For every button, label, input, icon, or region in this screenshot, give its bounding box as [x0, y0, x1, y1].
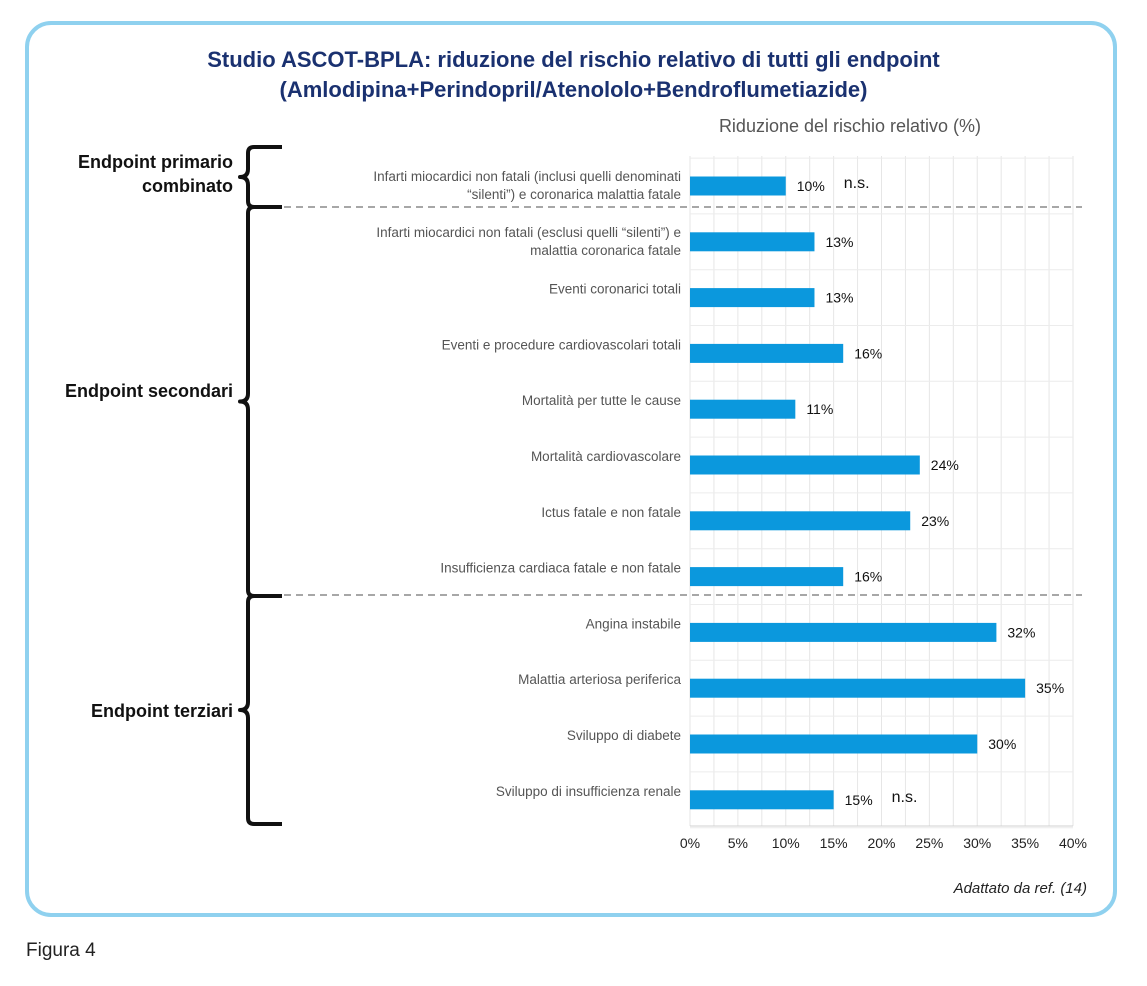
ns-annotation: n.s.: [892, 789, 918, 806]
x-tick-label: 5%: [728, 835, 748, 851]
bar: [690, 232, 815, 252]
x-tick-label: 20%: [867, 835, 895, 851]
brace-tertiary: [238, 594, 282, 826]
data-label: 30%: [988, 736, 1016, 752]
bar: [690, 734, 978, 754]
brace-secondary: [238, 205, 282, 598]
data-label: 13%: [825, 290, 853, 306]
x-tick-label: 30%: [963, 835, 991, 851]
gridlines: [689, 156, 1074, 829]
x-axis-title: Riduzione del rischio relativo (%): [718, 116, 982, 136]
data-label: 35%: [1036, 680, 1064, 696]
bar: [690, 455, 920, 475]
category-label: Infarti miocardici non fatali (esclusi q…: [376, 225, 681, 240]
data-label: 15%: [845, 792, 873, 808]
category-label: Eventi coronarici totali: [549, 282, 681, 297]
data-label: 10%: [797, 178, 825, 194]
group-label-primary-line1: Endpoint primario: [78, 152, 233, 172]
category-label: Sviluppo di diabete: [567, 728, 681, 743]
category-label: Ictus fatale e non fatale: [541, 505, 681, 520]
bar: [690, 511, 911, 531]
bar: [690, 343, 844, 363]
bar: [690, 176, 786, 196]
data-label: 11%: [806, 401, 833, 417]
x-tick-label: 0%: [680, 835, 700, 851]
category-label: Infarti miocardici non fatali (inclusi q…: [373, 169, 681, 184]
bar: [690, 790, 834, 810]
category-label: “silenti”) e coronarica malattia fatale: [467, 187, 681, 202]
x-tick-label: 15%: [820, 835, 848, 851]
category-label: Eventi e procedure cardiovascolari total…: [442, 337, 681, 352]
ns-annotation: n.s.: [844, 175, 870, 192]
group-label-secondary: Endpoint secondari: [64, 381, 233, 401]
category-label: Sviluppo di insufficienza renale: [496, 784, 681, 799]
data-label: 32%: [1007, 624, 1035, 640]
category-label: Insufficienza cardiaca fatale e non fata…: [440, 561, 681, 576]
category-label: Angina instabile: [586, 616, 681, 631]
bar: [690, 399, 796, 419]
x-tick-label: 40%: [1059, 835, 1087, 851]
x-tick-labels: 0% 5% 10% 15% 20% 25% 30% 35% 40%: [680, 835, 1087, 851]
group-dividers: [284, 206, 1082, 596]
group-label-tertiary: Endpoint terziari: [90, 701, 233, 721]
data-label: 16%: [854, 345, 882, 361]
data-label: 23%: [921, 513, 949, 529]
category-label: Mortalità cardiovascolare: [531, 449, 681, 464]
bar: [690, 567, 844, 587]
data-label: 24%: [931, 457, 959, 473]
bar: [690, 622, 997, 642]
source-note: Adattato da ref. (14): [953, 880, 1087, 897]
brace-primary: [238, 145, 282, 209]
x-tick-label: 35%: [1011, 835, 1039, 851]
x-tick-label: 10%: [772, 835, 800, 851]
bar: [690, 288, 815, 308]
data-label: 13%: [825, 234, 853, 250]
group-label-primary: Endpoint primario combinato: [40, 150, 233, 198]
chart-title-line1: Studio ASCOT-BPLA: riduzione del rischio…: [207, 47, 940, 72]
category-label: Mortalità per tutte le cause: [522, 393, 681, 408]
x-tick-label: 25%: [915, 835, 943, 851]
category-labels: Infarti miocardici non fatali (inclusi q…: [373, 169, 681, 799]
bar: [690, 678, 1026, 698]
chart-frame: [25, 21, 1117, 917]
chart-title-line2: (Amlodipina+Perindopril/Atenololo+Bendro…: [279, 77, 868, 102]
group-braces: [238, 145, 282, 826]
data-label: 16%: [854, 569, 882, 585]
bars: 10% n.s. 13% 13% 16% 11% 24% 23% 16% 32% 35% 30% 15%…: [690, 175, 1064, 810]
category-label: malattia coronarica fatale: [530, 243, 681, 258]
group-label-primary-line2: combinato: [141, 176, 233, 196]
category-label: Malattia arteriosa periferica: [518, 672, 681, 687]
figure-label: Figura 4: [26, 940, 96, 961]
